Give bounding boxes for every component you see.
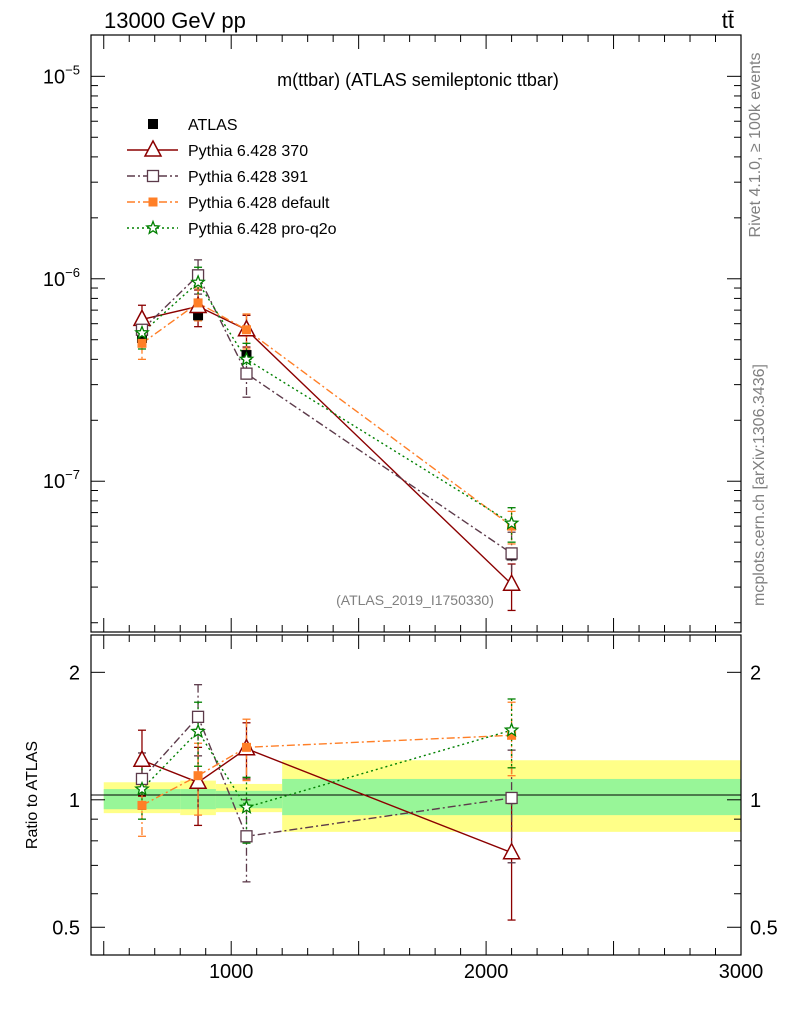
ratio-marker-s1-p4 <box>502 842 521 860</box>
ratio-uncertainty-bands <box>103 760 741 832</box>
ratio-marker-s1-p2 <box>188 771 208 790</box>
main-series-markers <box>132 259 521 612</box>
ratio-ytick-label-left: 2 <box>69 662 80 684</box>
legend-atlas-marker <box>148 119 158 129</box>
main-frame <box>90 34 742 633</box>
ratio-series-lines <box>141 715 512 854</box>
ratio-line-series-1 <box>141 747 512 854</box>
main-marker-s4-p4 <box>503 515 520 530</box>
energy-label: 13000 GeV pp <box>104 8 246 33</box>
ratio-marker-s3-p3 <box>241 742 251 752</box>
legend-marker-1 <box>143 139 163 157</box>
ratio-line-series-4 <box>141 729 512 809</box>
legend-label-3: Pythia 6.428 default <box>188 195 330 212</box>
ratio-ytick-label-right: 2 <box>750 662 761 684</box>
main-ytick-label: 10−7 <box>43 467 80 493</box>
analysis-tag: (ATLAS_2019_I1750330) <box>336 592 494 608</box>
process-label: tt̄ <box>722 8 734 33</box>
legend-marker-4 <box>145 219 161 235</box>
chart-title: m(ttbar) (ATLAS semileptonic ttbar) <box>277 70 559 90</box>
ratio-line-series-3 <box>141 734 512 807</box>
rivet-label: Rivet 4.1.0, ≥ 100k events <box>747 53 764 238</box>
main-marker-s3-p1 <box>137 338 147 348</box>
ratio-marker-s4-p3 <box>238 799 255 815</box>
main-marker-s2-p3 <box>240 367 253 380</box>
ratio-xtick-label: 3000 <box>719 961 764 983</box>
main-marker-s1-p4 <box>502 573 521 591</box>
main-panel: 10−5 10−6 10−7 m(ttbar) (ATLAS semileptoni… <box>43 34 742 633</box>
main-line-series-3 <box>141 302 513 527</box>
main-series-lines <box>141 274 513 585</box>
ratio-marker-s2-p4 <box>505 791 518 805</box>
ratio-ylabel: Ratio to ATLAS <box>24 741 41 849</box>
main-ticks: 10−5 10−6 10−7 <box>43 35 742 632</box>
ratio-marker-s4-p2 <box>190 723 206 739</box>
ratio-marker-s4-p1 <box>134 780 150 796</box>
ratio-ytick-label-left: 1 <box>69 790 80 812</box>
ratio-marker-s3-p2 <box>193 771 203 781</box>
ratio-ytick-label-right: 1 <box>750 790 761 812</box>
ratio-ytick-label-left: 0.5 <box>52 917 80 939</box>
main-line-series-2 <box>141 274 512 554</box>
ratio-marker-s4-p4 <box>503 721 520 737</box>
main-marker-s2-p4 <box>505 547 518 560</box>
ratio-marker-s2-p3 <box>240 830 253 843</box>
main-ytick-label: 10−6 <box>43 265 80 291</box>
ratio-xtick-label: 1000 <box>209 961 254 983</box>
main-marker-s4-p3 <box>238 350 255 367</box>
main-ytick-label: 10−5 <box>43 62 80 88</box>
main-marker-s3-p2 <box>193 298 203 308</box>
main-marker-s4-p2 <box>190 274 206 290</box>
atlas-point-2 <box>193 310 204 321</box>
main-line-series-4 <box>141 281 512 524</box>
ratio-panel: 2 2 1 1 0.5 0.5 1000 2000 3000 Ratio to ATLAS <box>24 634 778 983</box>
ratio-line-series-2 <box>141 715 512 838</box>
legend-marker-2 <box>146 169 160 183</box>
legend: ATLAS Pythia 6.428 370 Pythia 6.428 391 Pyt… <box>127 117 337 238</box>
legend-label-4: Pythia 6.428 pro-q2o <box>188 221 337 238</box>
ratio-ticks: 2 2 1 1 0.5 0.5 1000 2000 3000 <box>52 635 778 983</box>
main-line-series-1 <box>141 305 513 585</box>
ratio-frame <box>90 634 742 956</box>
legend-label-2: Pythia 6.428 391 <box>188 169 308 186</box>
legend-marker-3 <box>148 197 158 207</box>
ratio-marker-s1-p1 <box>132 749 152 767</box>
ratio-xtick-label: 2000 <box>464 961 509 983</box>
mcplots-label: mcplots.cern.ch [arXiv:1306.3436] <box>751 364 768 606</box>
ratio-marker-s2-p2 <box>191 710 205 723</box>
ratio-series-markers <box>132 684 521 921</box>
legend-label-1: Pythia 6.428 370 <box>188 143 308 160</box>
main-marker-s3-p3 <box>241 325 251 335</box>
ratio-ytick-label-right: 0.5 <box>750 917 778 939</box>
main-marker-s4-p1 <box>134 324 150 340</box>
ratio-marker-s3-p1 <box>137 800 147 810</box>
legend-atlas-label: ATLAS <box>188 117 238 134</box>
ratio-marker-s3-p4 <box>507 730 517 740</box>
atlas-point-1 <box>136 332 147 343</box>
